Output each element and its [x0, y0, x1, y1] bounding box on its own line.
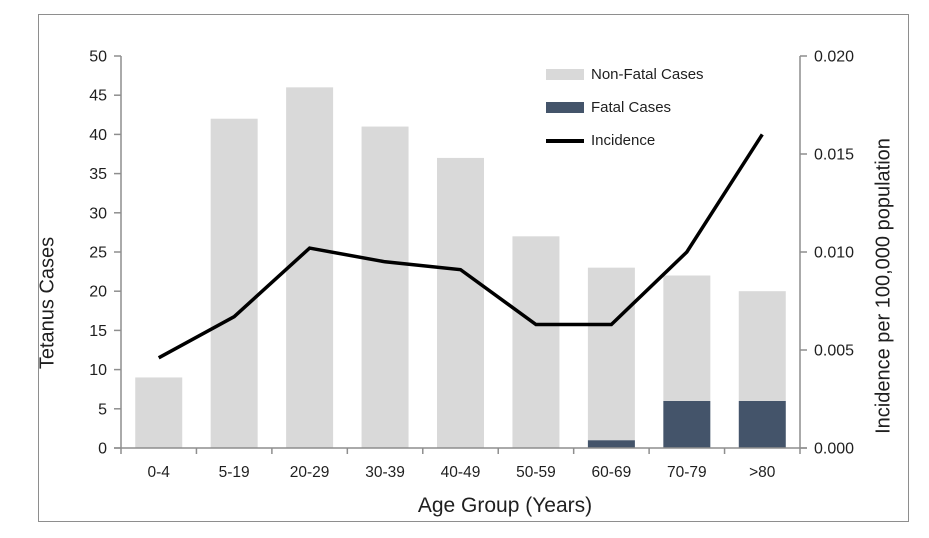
non-fatal-bar-segment — [512, 236, 560, 448]
legend-label-incidence: Incidence — [591, 132, 656, 149]
x-axis-category-label: 60-69 — [592, 464, 632, 481]
non-fatal-bar-segment — [361, 126, 409, 448]
left-axis-title: Tetanus Cases — [36, 236, 59, 370]
right-axis-tick-label: 0.000 — [814, 441, 854, 458]
x-axis-category-label: 5-19 — [219, 464, 250, 481]
x-axis-category-label: 70-79 — [667, 464, 707, 481]
left-axis-tick-label: 0 — [98, 441, 107, 458]
x-axis-category-label: 30-39 — [365, 464, 405, 481]
right-axis-tick-label: 0.005 — [814, 343, 854, 360]
legend-label-fatal: Fatal Cases — [591, 99, 672, 116]
x-axis-category-label: 0-4 — [148, 464, 171, 481]
left-axis-tick-label: 15 — [89, 323, 107, 340]
x-axis-title: Age Group (Years) — [417, 494, 593, 517]
legend-item-non-fatal: Non-Fatal Cases — [546, 64, 704, 85]
fatal-bar-segment — [738, 400, 786, 448]
legend-label-non-fatal: Non-Fatal Cases — [591, 66, 704, 83]
legend-item-fatal: Fatal Cases — [546, 97, 704, 118]
left-axis-tick-label: 50 — [89, 49, 107, 66]
left-axis-tick-label: 35 — [89, 166, 107, 183]
right-axis-tick-label: 0.015 — [814, 147, 854, 164]
left-axis-tick-label: 10 — [89, 362, 107, 379]
non-fatal-bar-segment — [738, 291, 786, 401]
non-fatal-bar-segment — [437, 157, 484, 449]
left-axis-tick-label: 5 — [98, 401, 107, 418]
right-axis-title: Incidence per 100,000 population — [872, 138, 895, 434]
fatal-bar-segment — [663, 400, 711, 448]
x-axis-category-label: 40-49 — [441, 464, 481, 481]
legend-item-incidence: Incidence — [546, 130, 704, 151]
non-fatal-bar-segment — [210, 118, 258, 448]
non-fatal-swatch-icon — [546, 69, 584, 80]
left-axis-tick-label: 30 — [89, 205, 107, 222]
non-fatal-bar-segment — [286, 87, 334, 449]
incidence-line-swatch-icon — [546, 138, 584, 143]
left-axis-tick-label: 20 — [89, 284, 107, 301]
x-axis-category-label: 20-29 — [290, 464, 330, 481]
non-fatal-bar-segment — [663, 275, 711, 401]
right-axis-tick-label: 0.010 — [814, 245, 854, 262]
right-axis-tick-label: 0.020 — [814, 49, 854, 66]
x-axis-category-label: 50-59 — [516, 464, 556, 481]
x-axis-category-label: >80 — [749, 464, 776, 481]
fatal-swatch-icon — [546, 102, 584, 113]
non-fatal-bar-segment — [587, 267, 635, 441]
incidence-line — [157, 133, 764, 360]
chart-legend: Non-Fatal Cases Fatal Cases Incidence — [546, 64, 704, 151]
left-axis-tick-label: 40 — [89, 127, 107, 144]
left-axis-tick-label: 45 — [89, 88, 107, 105]
left-axis-tick-label: 25 — [89, 245, 107, 262]
fatal-bar-segment — [587, 440, 635, 448]
non-fatal-bar-segment — [135, 377, 183, 448]
